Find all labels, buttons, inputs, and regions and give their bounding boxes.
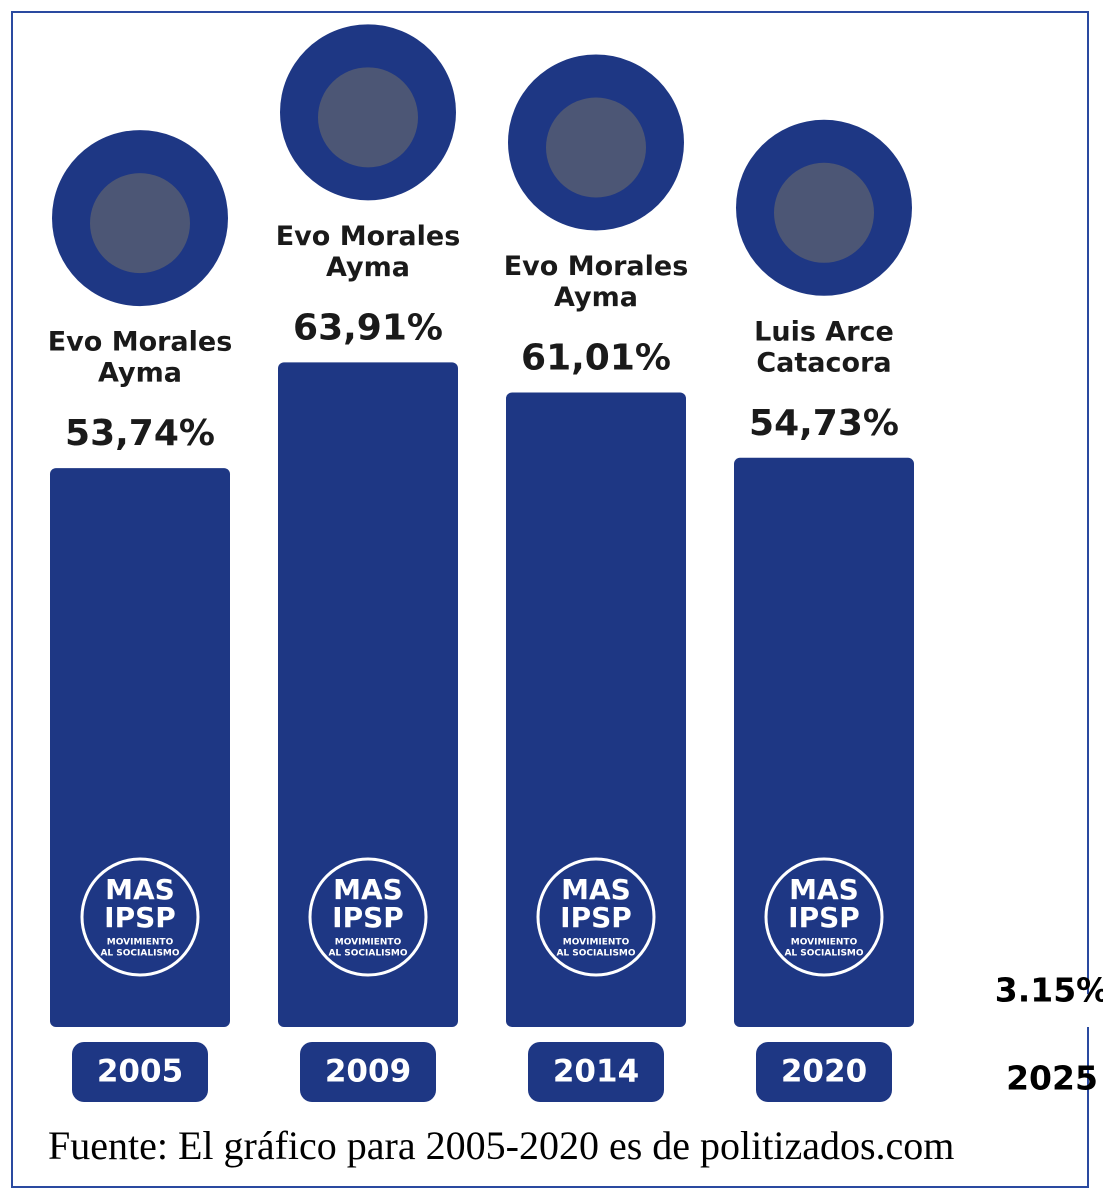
logo-tagline: MOVIMIENTO bbox=[107, 938, 174, 948]
logo-acronym: IPSP bbox=[104, 901, 176, 934]
value-label: 54,73% bbox=[749, 403, 899, 444]
bar bbox=[734, 457, 914, 1028]
logo-ring bbox=[308, 857, 428, 977]
logo-tagline: AL SOCIALISMO bbox=[100, 949, 179, 959]
candidate-name: Ayma bbox=[326, 252, 410, 283]
logo-name: MAS bbox=[333, 873, 403, 906]
x-tick-label: 2005 bbox=[97, 1054, 183, 1090]
bar bbox=[278, 362, 458, 1027]
logo-tagline: AL SOCIALISMO bbox=[556, 949, 635, 959]
value-label: 53,74% bbox=[65, 413, 215, 454]
logo-name: MAS bbox=[561, 873, 631, 906]
photo-face bbox=[90, 173, 190, 274]
value-label: 63,91% bbox=[293, 307, 443, 348]
x-tick-label: 2020 bbox=[781, 1054, 867, 1090]
x-tick-label: 2025 bbox=[1006, 1059, 1098, 1098]
bar bbox=[50, 468, 230, 1027]
logo-tagline: MOVIMIENTO bbox=[563, 938, 630, 948]
candidate-name: Evo Morales bbox=[276, 221, 461, 252]
source: Fuente: El gráfico para 2005-2020 es de … bbox=[48, 1123, 954, 1168]
logo-ring bbox=[80, 857, 200, 977]
bar bbox=[962, 994, 1103, 1027]
candidate-name: Luis Arce bbox=[754, 316, 894, 347]
logo-name: MAS bbox=[789, 873, 859, 906]
logo-tagline: AL SOCIALISMO bbox=[784, 949, 863, 959]
logo-ring bbox=[536, 857, 656, 977]
year-pill bbox=[300, 1042, 436, 1102]
value-label: 3.15% bbox=[995, 971, 1103, 1010]
year-pill bbox=[756, 1042, 892, 1102]
candidate-name: Ayma bbox=[554, 282, 638, 313]
logo-acronym: IPSP bbox=[788, 901, 860, 934]
value-label: 61,01% bbox=[521, 337, 671, 378]
photo-face bbox=[318, 67, 418, 168]
bar bbox=[506, 392, 686, 1028]
candidate-name: Evo Morales bbox=[48, 327, 233, 358]
photo-face bbox=[546, 97, 646, 198]
year-pill bbox=[72, 1042, 208, 1102]
x-tick-label: 2014 bbox=[553, 1054, 639, 1090]
photo-face bbox=[774, 162, 874, 263]
candidate-name: Ayma bbox=[98, 358, 182, 389]
logo-tagline: MOVIMIENTO bbox=[791, 938, 858, 948]
logo-name: MAS bbox=[105, 873, 175, 906]
logo-tagline: MOVIMIENTO bbox=[335, 938, 402, 948]
candidate-name: Evo Morales bbox=[504, 251, 689, 282]
x-tick-label: 2009 bbox=[325, 1054, 411, 1090]
year-pill bbox=[528, 1042, 664, 1102]
logo-tagline: AL SOCIALISMO bbox=[328, 949, 407, 959]
logo-acronym: IPSP bbox=[332, 901, 404, 934]
logo-ring bbox=[764, 857, 884, 977]
candidate-name: Catacora bbox=[756, 347, 891, 378]
logo-acronym: IPSP bbox=[560, 901, 632, 934]
